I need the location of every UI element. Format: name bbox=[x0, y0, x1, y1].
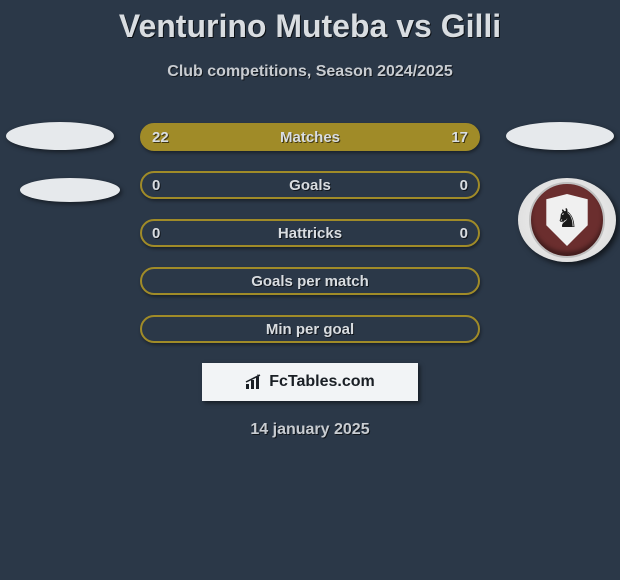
subtitle: Club competitions, Season 2024/2025 bbox=[0, 63, 620, 81]
stat-label: Goals bbox=[192, 177, 428, 194]
stat-label: Matches bbox=[192, 129, 428, 146]
player-right-avatar bbox=[506, 122, 614, 150]
club-badge-ring: ♞ bbox=[529, 182, 605, 258]
stat-value-right: 0 bbox=[428, 177, 478, 194]
stat-value-right: 17 bbox=[428, 129, 478, 146]
comparison-card: Venturino Muteba vs Gilli Club competiti… bbox=[0, 0, 620, 439]
brand-text: FcTables.com bbox=[269, 373, 375, 391]
date-text: 14 january 2025 bbox=[0, 421, 620, 439]
stat-value-right: 0 bbox=[428, 225, 478, 242]
player-left-club-avatar bbox=[20, 178, 120, 202]
club-shield-icon: ♞ bbox=[544, 194, 590, 246]
stat-label: Hattricks bbox=[192, 225, 428, 242]
stat-label: Goals per match bbox=[192, 273, 428, 290]
stat-row: Goals per match bbox=[140, 267, 480, 295]
stat-value-left: 22 bbox=[142, 129, 192, 146]
horse-icon: ♞ bbox=[555, 205, 578, 231]
brand-footer: FcTables.com bbox=[202, 363, 418, 401]
chart-icon bbox=[245, 374, 265, 390]
page-title: Venturino Muteba vs Gilli bbox=[0, 8, 620, 45]
stat-value-left: 0 bbox=[142, 177, 192, 194]
player-right-club-badge: ♞ bbox=[518, 178, 616, 262]
stat-row: 0Hattricks0 bbox=[140, 219, 480, 247]
player-left-avatar bbox=[6, 122, 114, 150]
stat-value-left: 0 bbox=[142, 225, 192, 242]
stat-label: Min per goal bbox=[192, 321, 428, 338]
stat-row: 0Goals0 bbox=[140, 171, 480, 199]
stat-row: Min per goal bbox=[140, 315, 480, 343]
stat-row: 22Matches17 bbox=[140, 123, 480, 151]
